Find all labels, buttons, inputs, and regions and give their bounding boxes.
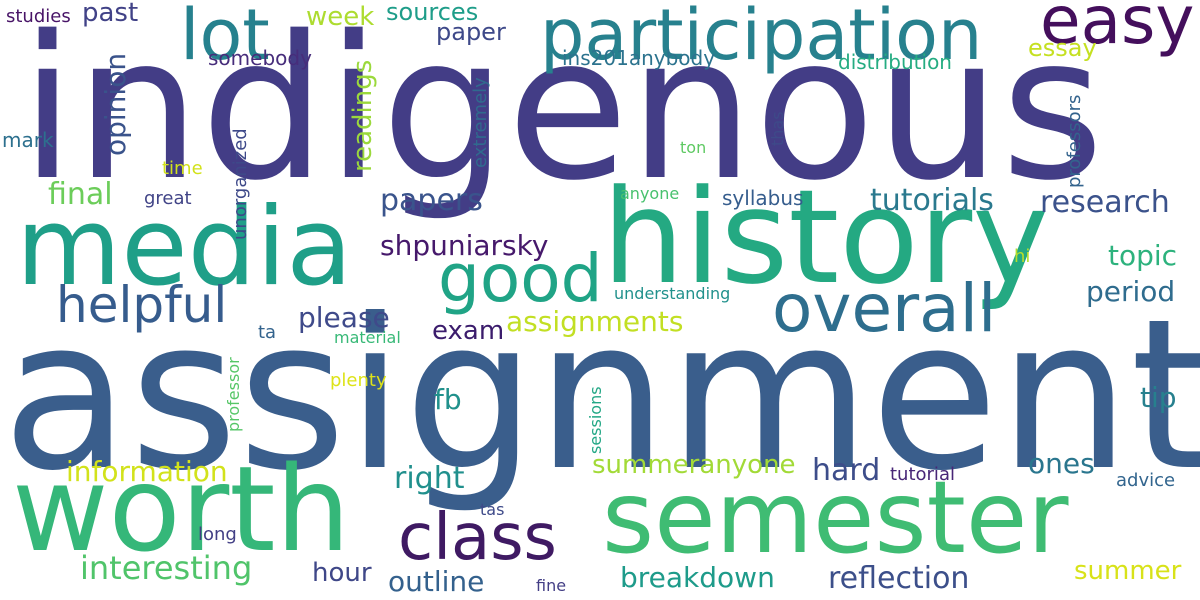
word-plenty: plenty xyxy=(330,370,387,391)
word-great: great xyxy=(144,188,192,209)
word-good: good xyxy=(438,240,603,317)
word-interesting: interesting xyxy=(80,549,253,587)
word-sources: sources xyxy=(386,0,479,26)
word-exam: exam xyxy=(432,316,505,346)
word-history: history xyxy=(602,161,1050,313)
word-ones: ones xyxy=(1028,447,1095,480)
word-worth: worth xyxy=(12,440,351,578)
word-readings: readings xyxy=(348,59,378,172)
word-understanding: understanding xyxy=(614,284,731,303)
word-advice: advice xyxy=(1116,470,1176,491)
word-period: period xyxy=(1086,275,1176,308)
word-professor: professor xyxy=(224,357,243,432)
word-right: right xyxy=(394,461,465,496)
word-unorganized: unorganized xyxy=(230,128,251,240)
word-easy: easy xyxy=(1040,0,1195,59)
word-syllabus: syllabus xyxy=(722,186,804,210)
word-outline: outline xyxy=(388,565,485,598)
word-extremely: extremely xyxy=(470,77,491,168)
word-somebody: somebody xyxy=(208,46,312,70)
word-breakdown: breakdown xyxy=(620,561,775,594)
word-reflection: reflection xyxy=(828,561,970,596)
word-papers: papers xyxy=(380,183,483,218)
word-final: final xyxy=(48,177,113,212)
word-research: research xyxy=(1040,185,1170,220)
word-essay: essay xyxy=(1028,34,1097,62)
word-ins201anybody: ins201anybody xyxy=(562,46,716,70)
word-media: media xyxy=(16,185,353,310)
word-anyone: anyone xyxy=(620,184,680,203)
word-tutorials: tutorials xyxy=(870,183,994,218)
word-helpful: helpful xyxy=(56,276,228,334)
word-past: past xyxy=(82,0,139,28)
word-summer: summer xyxy=(1074,556,1182,586)
word-hard: hard xyxy=(812,453,881,488)
word-lot: lot xyxy=(180,0,270,76)
word-semester: semester xyxy=(602,459,1069,576)
word-paper: paper xyxy=(436,18,506,46)
word-studies: studies xyxy=(6,6,71,27)
word-long: long xyxy=(198,524,237,545)
word-ta: ta xyxy=(258,322,277,343)
word-class: class xyxy=(398,501,557,575)
word-thas: thas xyxy=(768,111,787,146)
word-assignment: assignment xyxy=(2,275,1200,517)
word-summeranyone: summeranyone xyxy=(592,450,796,480)
word-opinion: opinion xyxy=(99,52,132,156)
word-participation: participation xyxy=(540,0,983,76)
word-hi: hi xyxy=(1014,246,1031,267)
word-tutorial: tutorial xyxy=(890,464,955,485)
word-mark: mark xyxy=(2,128,54,152)
word-shpuniarsky: shpuniarsky xyxy=(380,229,549,262)
word-topic: topic xyxy=(1108,239,1178,272)
word-week: week xyxy=(306,2,375,32)
word-fb: fb xyxy=(434,383,462,416)
word-time: time xyxy=(162,158,203,179)
word-please: please xyxy=(298,301,390,334)
word-distribution: distribution xyxy=(838,50,952,74)
word-professors: professors xyxy=(1064,94,1085,188)
word-information: information xyxy=(66,455,228,488)
word-assignments: assignments xyxy=(506,305,684,338)
word-ton: ton xyxy=(680,138,707,157)
word-material: material xyxy=(334,328,401,347)
word-sessions: sessions xyxy=(586,386,605,454)
word-hour: hour xyxy=(312,558,372,588)
word-tas: tas xyxy=(480,500,505,519)
word-indigenous: indigenous xyxy=(20,0,1104,224)
word-fine: fine xyxy=(536,576,567,595)
word-tip: tip xyxy=(1140,381,1177,414)
word-overall: overall xyxy=(772,270,997,347)
